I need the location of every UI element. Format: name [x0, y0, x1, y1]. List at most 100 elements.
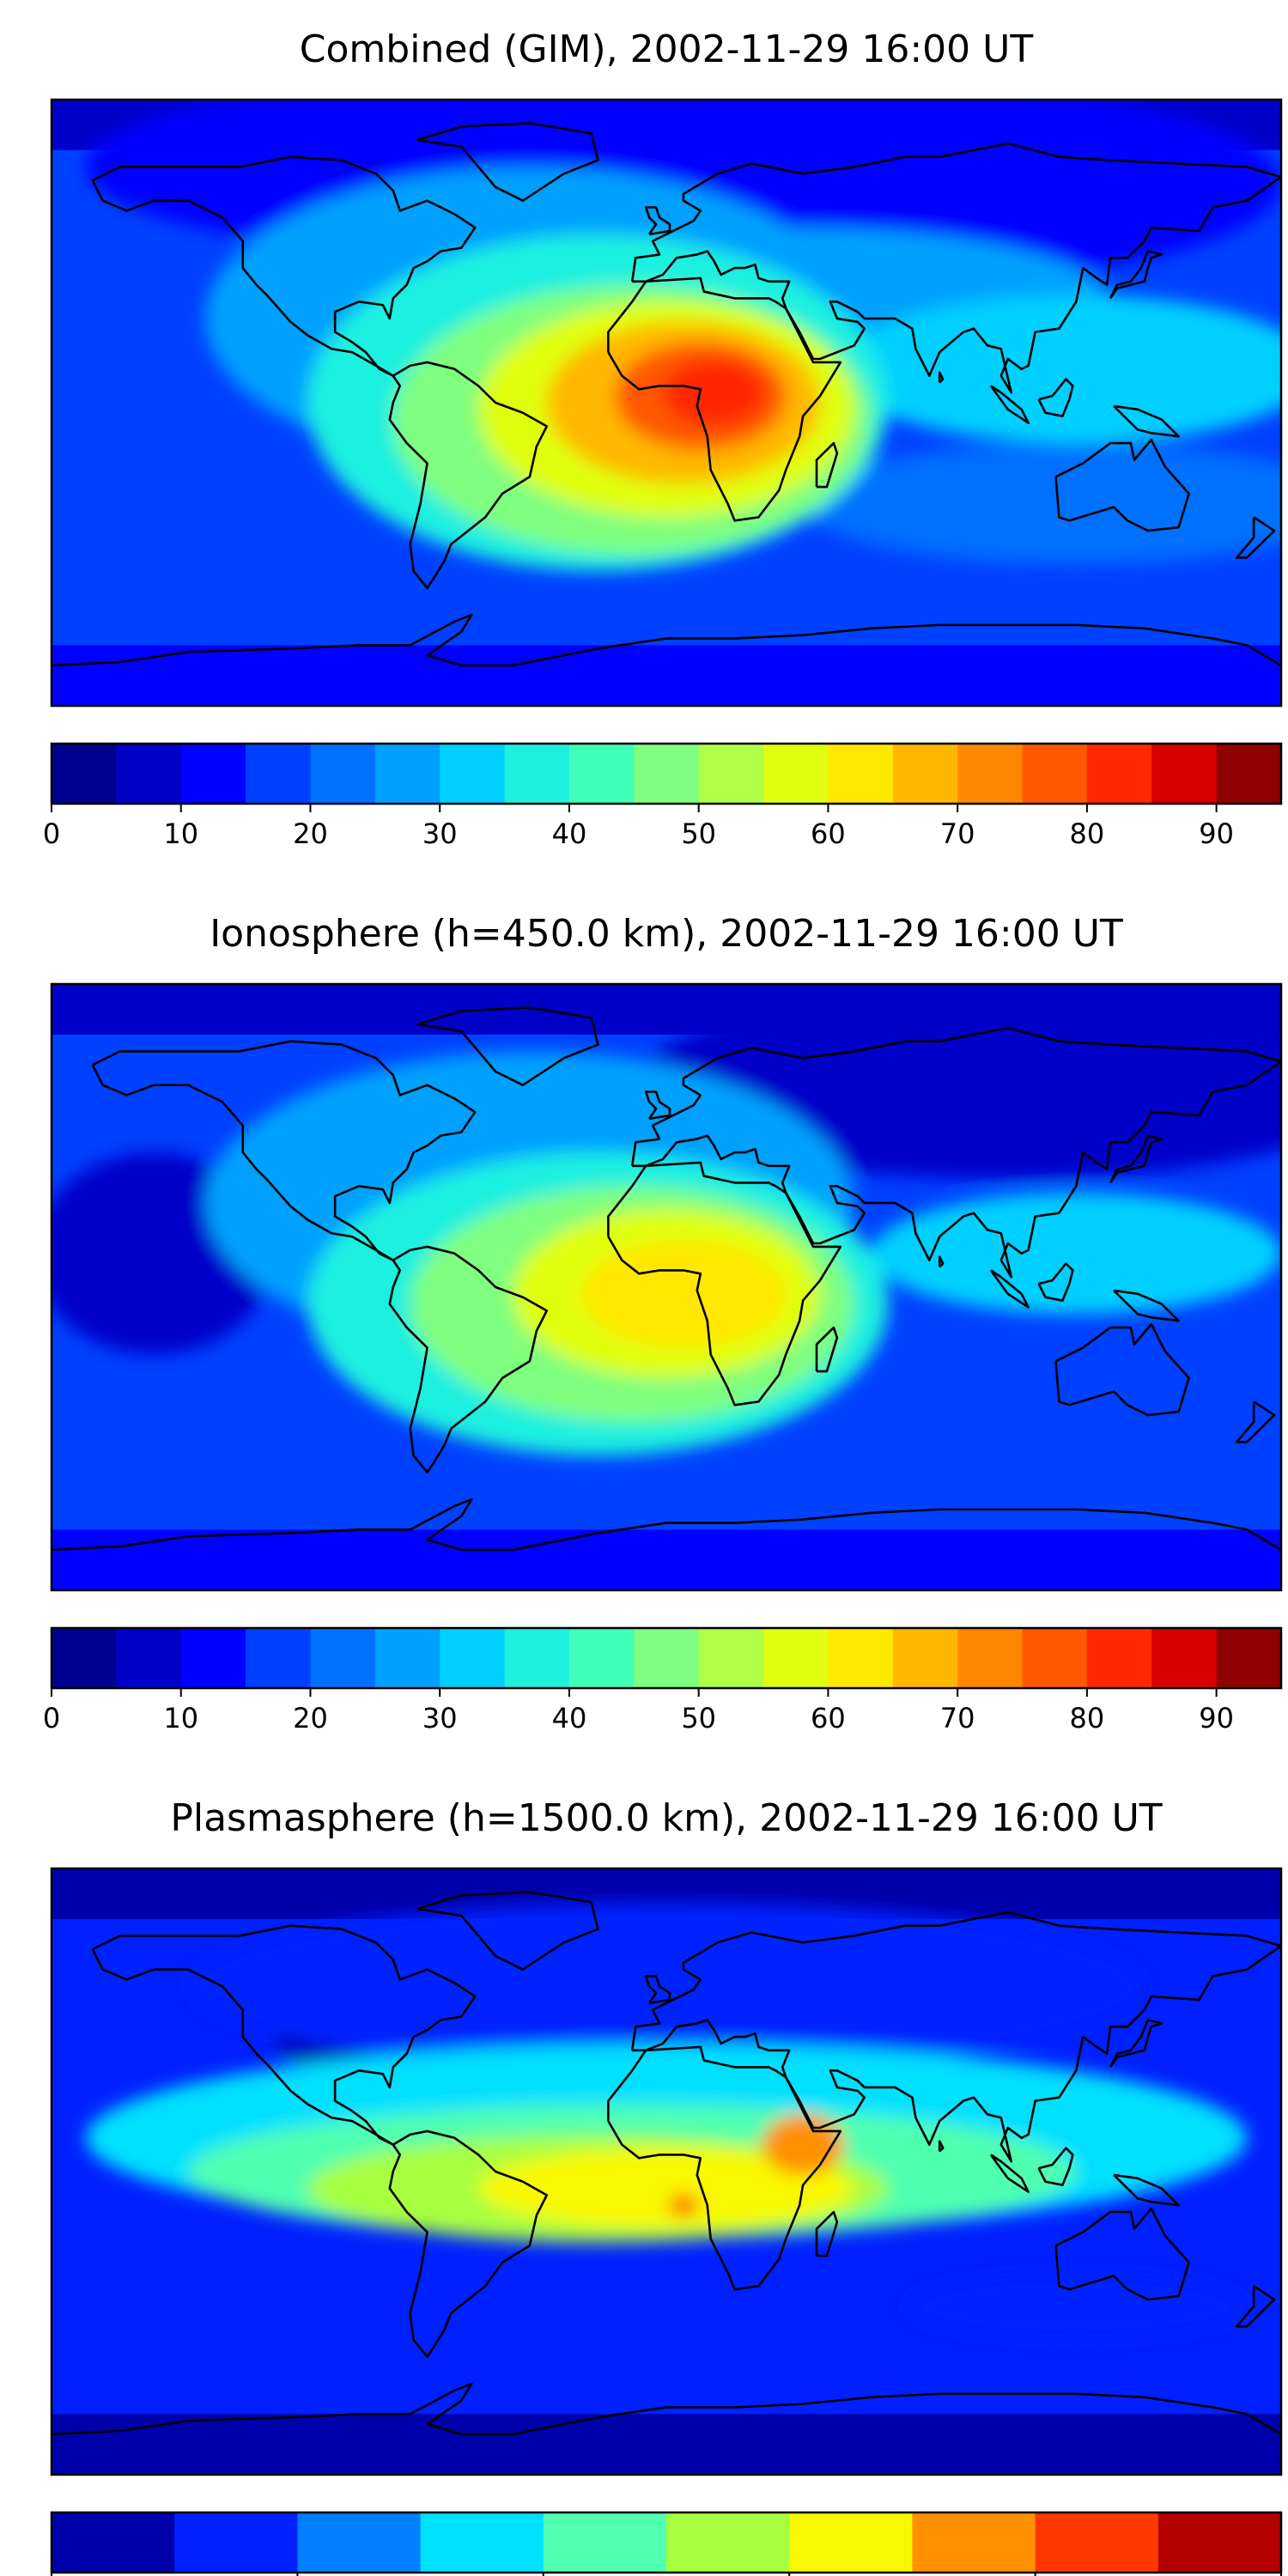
- colorbar-tick-label: 70: [940, 1702, 975, 1735]
- colorbar-tick-label: 0: [43, 817, 60, 850]
- contour-region: [836, 295, 1281, 444]
- coastline-australia: [1054, 2207, 1190, 2301]
- colorbar-segment: [1216, 1628, 1282, 1688]
- coastline-new-zealand: [1235, 516, 1276, 559]
- colorbar-segment: [957, 744, 1024, 804]
- map-area: [52, 1868, 1281, 2475]
- colorbar-segment: [634, 1628, 700, 1688]
- coastline-sri-lanka: [938, 1255, 945, 1268]
- coastline-japan: [1109, 2019, 1163, 2069]
- colorbar-segment: [698, 1628, 764, 1688]
- colorbar-tick-label: 80: [1070, 817, 1105, 850]
- contour-region: [663, 359, 766, 427]
- colorbar-tick-label: 40: [552, 1702, 587, 1735]
- coastline-madagascar: [815, 2210, 839, 2257]
- colorbar-segment: [420, 2512, 544, 2573]
- colorbar-tick-label: 30: [422, 817, 458, 850]
- colorbar-segment: [180, 744, 246, 804]
- coastline-sri-lanka: [938, 2140, 945, 2153]
- colorbar-tick-label: 90: [1199, 1702, 1234, 1735]
- colorbar-frame: [50, 2511, 1283, 2574]
- coastline-africa: [607, 1161, 842, 1406]
- colorbar-segment: [912, 2512, 1036, 2573]
- colorbar: 0 10 20 30 40 50 60 70 80 90: [43, 742, 1283, 850]
- coastline-madagascar: [815, 441, 839, 489]
- colorbar-segment: [116, 1628, 182, 1688]
- coastline-indonesia: [989, 385, 1030, 424]
- colorbar-segment: [892, 744, 958, 804]
- contour-region: [871, 1193, 1281, 1315]
- contour-region: [803, 443, 1281, 565]
- colorbar-tick-label: 10: [163, 1702, 198, 1735]
- coastline-new-guinea: [1113, 2173, 1180, 2207]
- colorbar-tick-label: 0: [43, 1702, 60, 1735]
- colorbar-tick-label: 80: [1070, 1702, 1105, 1735]
- colorbar-tick-label: 60: [811, 817, 846, 850]
- colorbar-tick-label: 70: [940, 817, 975, 850]
- coastline-antarctica: [52, 613, 1281, 667]
- coastline-indonesia: [989, 1269, 1030, 1309]
- colorbar-segment: [440, 744, 506, 804]
- colorbar-segment: [634, 744, 700, 804]
- coastline-eurasia: [630, 1026, 1281, 1279]
- chart-title: Combined (GIM), 2002-11-29 16:00 UT: [300, 27, 1034, 71]
- colorbar-segment: [52, 1628, 117, 1688]
- colorbar-segment: [52, 744, 117, 804]
- colorbar-segment: [246, 744, 312, 804]
- coastline-greenland: [416, 122, 599, 202]
- chart-panel-3: Plasmasphere (h=1500.0 km), 2002-11-29 1…: [50, 1796, 1283, 2576]
- colorbar-segment: [666, 2512, 790, 2573]
- colorbar-segment: [374, 744, 440, 804]
- colorbar-segment: [52, 2512, 175, 2573]
- colorbar-segment: [310, 1628, 376, 1688]
- polar-band: [52, 645, 1281, 706]
- coastline-borneo: [1037, 2147, 1074, 2186]
- coastline-uk: [644, 206, 671, 236]
- colorbar: 0510152025: [50, 2511, 1283, 2576]
- colorbar-segment: [310, 744, 376, 804]
- colorbar-segment: [789, 2512, 913, 2573]
- colorbar-segment: [763, 744, 829, 804]
- coastline-uk: [644, 1975, 671, 2005]
- coastlines: [52, 122, 1281, 667]
- coastline-north-america: [91, 1924, 477, 2146]
- colorbar-segment: [1086, 744, 1152, 804]
- colorbar-tick-label: 20: [293, 1702, 328, 1735]
- colorbar-segment: [504, 1628, 570, 1688]
- map-area: [52, 100, 1281, 706]
- coastline-new-zealand: [1235, 1400, 1276, 1443]
- coastline-new-zealand: [1235, 2285, 1276, 2328]
- coastline-eurasia: [630, 142, 1281, 394]
- coastline-greenland: [416, 1891, 599, 1971]
- colorbar-segment: [1151, 1628, 1218, 1688]
- colorbar-frame: [50, 742, 1283, 805]
- colorbar-segment: [440, 1628, 506, 1688]
- colorbar-tick-label: 90: [1199, 817, 1234, 850]
- coastline-madagascar: [815, 1326, 839, 1373]
- colorbar-segment: [763, 1628, 829, 1688]
- colorbar-segment: [828, 1628, 894, 1688]
- coastline-eurasia: [630, 1911, 1281, 2163]
- coastline-antarctica: [52, 2382, 1281, 2436]
- coastlines: [52, 1006, 1281, 1552]
- coastline-sri-lanka: [938, 371, 945, 384]
- colorbar-segment: [698, 744, 764, 804]
- colorbar-tick-label: 30: [422, 1702, 458, 1735]
- colorbar-tick-label: 20: [293, 817, 328, 850]
- colorbar-segment: [1151, 744, 1218, 804]
- colorbar-segment: [374, 1628, 440, 1688]
- colorbar-segment: [116, 744, 182, 804]
- colorbar-segment: [568, 1628, 635, 1688]
- map-area: [52, 984, 1281, 1590]
- colorbar-segment: [1216, 744, 1282, 804]
- colorbar-segment: [297, 2512, 422, 2573]
- coastline-japan: [1109, 1134, 1163, 1184]
- contour-region: [188, 1902, 1145, 2071]
- colorbar-segment: [1086, 1628, 1152, 1688]
- map-frame: [50, 98, 1283, 708]
- colorbar-tick-label: 60: [811, 1702, 846, 1735]
- colorbar-segment: [1157, 2512, 1282, 2573]
- colorbar-tick-label: 40: [552, 817, 587, 850]
- coastline-north-america: [91, 155, 477, 377]
